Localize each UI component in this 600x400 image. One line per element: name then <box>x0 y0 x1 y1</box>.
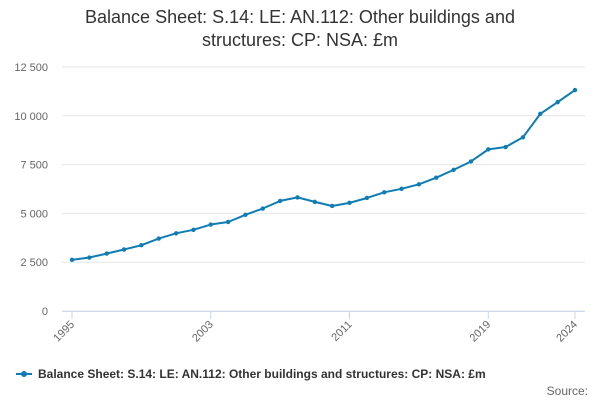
source-label: Source: <box>546 384 588 398</box>
x-tick-label: 2024 <box>554 319 580 345</box>
x-tick-label: 2003 <box>190 319 216 345</box>
grid-lines <box>62 66 585 312</box>
data-point[interactable] <box>87 255 92 260</box>
data-point[interactable] <box>538 111 543 117</box>
series-group <box>69 87 578 263</box>
data-point[interactable] <box>399 186 404 192</box>
series-line <box>71 89 576 261</box>
x-tick-label: 2019 <box>468 319 494 345</box>
y-tick-label: 5 000 <box>20 208 48 220</box>
data-point[interactable] <box>434 175 439 180</box>
x-axis-labels: 1995 2003 2011 2019 2024 <box>51 319 580 345</box>
legend-swatch <box>16 371 32 377</box>
data-point[interactable] <box>243 212 248 217</box>
chart-title-line-1: Balance Sheet: S.14: LE: AN.112: Other b… <box>85 7 515 27</box>
data-point[interactable] <box>520 135 526 140</box>
data-point[interactable] <box>208 222 213 227</box>
x-tick-label: 2011 <box>329 319 354 344</box>
data-point[interactable] <box>156 236 161 241</box>
data-point[interactable] <box>382 190 387 195</box>
data-point[interactable] <box>347 200 352 206</box>
x-axis <box>62 311 585 319</box>
data-point[interactable] <box>329 203 335 209</box>
chart-title: Balance Sheet: S.14: LE: AN.112: Other b… <box>0 6 600 52</box>
data-point[interactable] <box>191 227 196 232</box>
legend-marker <box>21 371 27 377</box>
data-point[interactable] <box>572 87 578 93</box>
data-point[interactable] <box>486 147 491 152</box>
data-point[interactable] <box>69 257 75 263</box>
data-point[interactable] <box>139 243 144 248</box>
data-point[interactable] <box>260 206 265 211</box>
x-tick-label: 1995 <box>51 319 77 345</box>
y-tick-label: 12 500 <box>14 62 48 74</box>
legend[interactable]: Balance Sheet: S.14: LE: AN.112: Other b… <box>16 366 486 382</box>
data-point[interactable] <box>277 198 283 204</box>
data-point[interactable] <box>555 99 560 105</box>
legend-label: Balance Sheet: S.14: LE: AN.112: Other b… <box>38 367 486 381</box>
y-tick-label: 0 <box>42 306 48 318</box>
data-point[interactable] <box>364 195 370 201</box>
data-point[interactable] <box>416 182 422 187</box>
y-tick-label: 10 000 <box>14 111 48 123</box>
y-tick-label: 2 500 <box>20 257 48 269</box>
data-point[interactable] <box>312 199 318 205</box>
data-point[interactable] <box>173 231 179 236</box>
data-point[interactable] <box>121 247 127 252</box>
y-axis-labels: 0 2 500 5 000 7 500 10 000 12 500 <box>14 62 48 318</box>
data-point[interactable] <box>451 167 456 173</box>
y-tick-label: 7 500 <box>20 160 48 172</box>
data-point[interactable] <box>468 159 474 164</box>
chart-title-line-2: structures: CP: NSA: £m <box>201 30 399 50</box>
data-point[interactable] <box>295 195 300 200</box>
data-point[interactable] <box>503 144 508 150</box>
data-point[interactable] <box>225 219 231 225</box>
data-point[interactable] <box>104 251 109 256</box>
